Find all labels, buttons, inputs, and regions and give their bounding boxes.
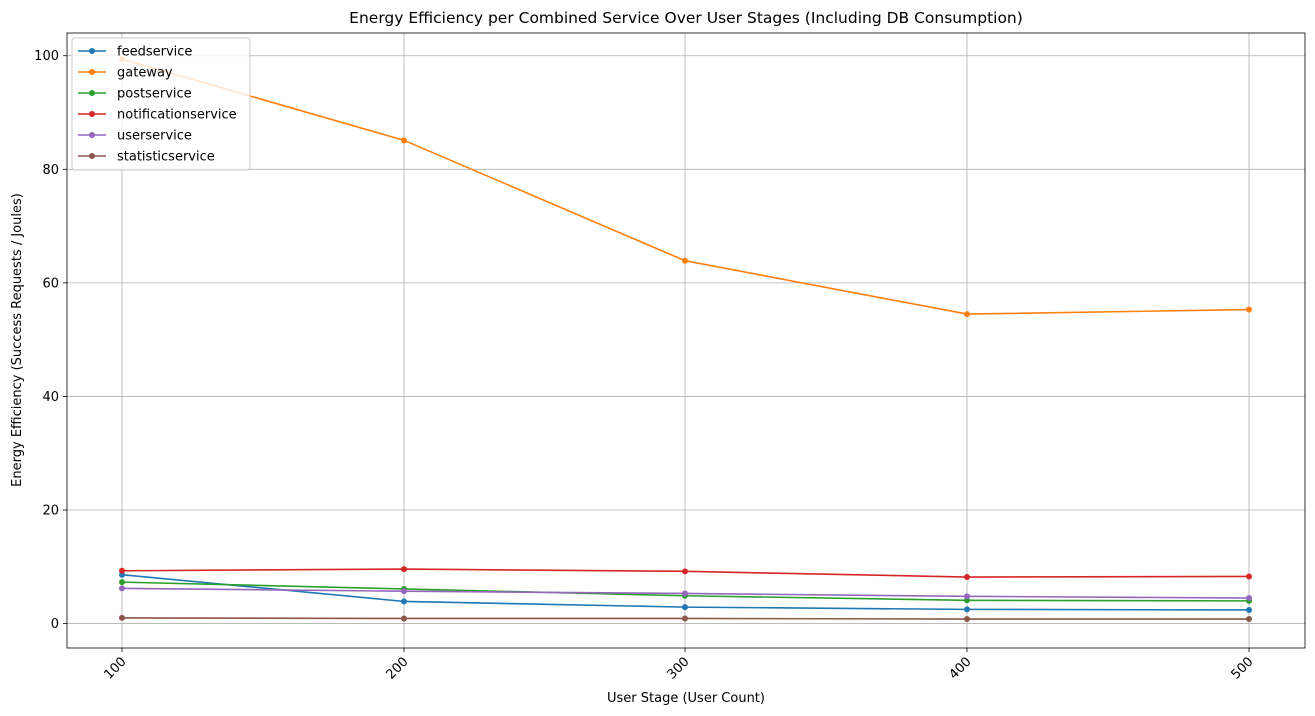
series-layer — [119, 56, 1252, 623]
legend-swatch-marker — [89, 132, 95, 138]
legend: feedservice gateway postservice notificatio… — [71, 37, 251, 171]
legend-frame — [71, 37, 251, 171]
data-point — [1246, 606, 1252, 613]
y-axis-label: Energy Efficiency (Success Requests / Jo… — [10, 193, 25, 487]
legend-label: statisticservice — [117, 150, 215, 165]
x-tick-label: 400 — [946, 654, 974, 682]
y-tick-label: 0 — [51, 617, 59, 632]
grid — [67, 33, 1305, 648]
series-statisticservice — [119, 614, 1252, 623]
data-point — [682, 615, 688, 622]
plot-frame — [66, 32, 1306, 649]
legend-swatch-marker — [89, 153, 95, 159]
data-point — [401, 615, 407, 622]
legend-item-notificationservice: notificationservice — [78, 108, 237, 123]
x-tick-label: 300 — [664, 654, 692, 682]
legend-label: postservice — [117, 87, 192, 102]
data-point — [119, 579, 125, 586]
data-point — [401, 598, 407, 605]
y-tick-label: 100 — [34, 49, 59, 64]
legend-swatch-marker — [89, 111, 95, 117]
data-point — [964, 616, 970, 623]
series-notificationservice — [119, 566, 1252, 581]
x-axis-label: User Stage (User Count) — [607, 691, 765, 706]
series-userservice — [119, 585, 1252, 602]
data-point — [119, 567, 125, 574]
data-point — [1246, 573, 1252, 580]
data-point — [1246, 306, 1252, 313]
data-point — [401, 588, 407, 595]
data-point — [119, 585, 125, 592]
legend-item-statisticservice: statisticservice — [78, 150, 215, 165]
data-point — [964, 574, 970, 581]
data-point — [682, 568, 688, 575]
x-tick-label: 200 — [383, 654, 411, 682]
legend-item-feedservice: feedservice — [78, 45, 192, 60]
data-point — [682, 590, 688, 597]
data-point — [1246, 616, 1252, 623]
legend-item-gateway: gateway — [78, 66, 173, 81]
data-point — [964, 311, 970, 318]
data-point — [964, 593, 970, 600]
series-gateway — [119, 56, 1252, 318]
x-tick-label: 500 — [1228, 654, 1256, 682]
data-point — [964, 606, 970, 613]
legend-label: notificationservice — [117, 108, 237, 123]
legend-label: userservice — [117, 129, 192, 144]
data-point — [401, 137, 407, 144]
data-point — [682, 257, 688, 264]
legend-item-postservice: postservice — [78, 87, 192, 102]
legend-item-userservice: userservice — [78, 129, 192, 144]
x-axis-ticks: 100 200 300 400 500 — [101, 648, 1257, 683]
data-point — [401, 566, 407, 573]
legend-swatch-marker — [89, 90, 95, 96]
y-tick-label: 20 — [42, 504, 59, 519]
data-point — [119, 614, 125, 621]
series-line — [121, 58, 1250, 315]
legend-label: gateway — [117, 66, 173, 81]
legend-label: feedservice — [117, 45, 192, 60]
legend-swatch-marker — [89, 48, 95, 54]
chart-title: Energy Efficiency per Combined Service O… — [349, 9, 1023, 27]
y-tick-label: 80 — [42, 163, 59, 178]
legend-swatch-marker — [89, 69, 95, 75]
x-tick-label: 100 — [101, 654, 129, 682]
y-tick-label: 40 — [42, 390, 59, 405]
y-axis-ticks: 0 20 40 60 80 100 — [34, 49, 67, 632]
data-point — [1246, 595, 1252, 602]
data-point — [682, 604, 688, 611]
y-tick-label: 60 — [42, 276, 59, 291]
